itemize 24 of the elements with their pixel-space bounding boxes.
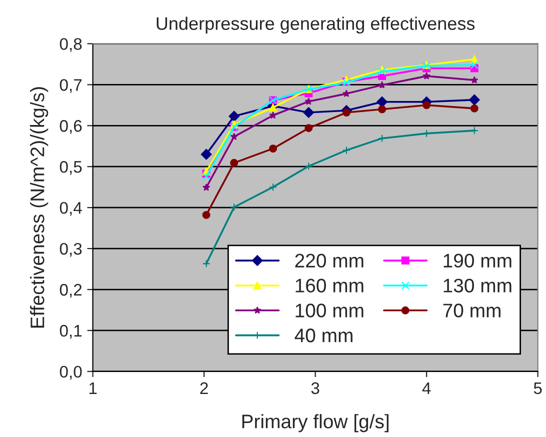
y-tick-label: 0,1 [60, 324, 82, 339]
y-tick-label: 0,8 [60, 38, 82, 52]
legend-label: 190 mm [444, 254, 512, 268]
y-tick-label: 0,0 [60, 366, 82, 380]
chart-title: Underpressure generating effectiveness [156, 16, 475, 34]
y-axis-title: Effectiveness (N/m^2)/(kg/s) [30, 87, 48, 328]
y-tick-label: 0,2 [60, 284, 82, 298]
x-tick-label: 2 [200, 382, 208, 394]
legend-label: 100 mm [296, 304, 364, 318]
y-tick-label: 0,4 [60, 202, 82, 216]
legend-label: 160 mm [296, 278, 364, 292]
x-tick-label: 3 [311, 382, 320, 394]
x-tick-label: 1 [89, 382, 97, 394]
x-tick-label: 5 [534, 382, 542, 394]
legend-label: 130 mm [444, 278, 512, 292]
y-tick-label: 0,7 [60, 79, 82, 93]
y-tick-label: 0,6 [60, 120, 82, 134]
legend-label: 70 mm [443, 304, 500, 318]
y-tick-label: 0,3 [60, 242, 82, 257]
x-axis-title: Primary flow [g/s] [242, 414, 388, 432]
y-tick-label: 0,5 [60, 161, 82, 175]
legend-label: 40 mm [294, 328, 352, 342]
legend-label: 220 mm [295, 254, 364, 268]
x-tick-label: 4 [422, 382, 431, 394]
